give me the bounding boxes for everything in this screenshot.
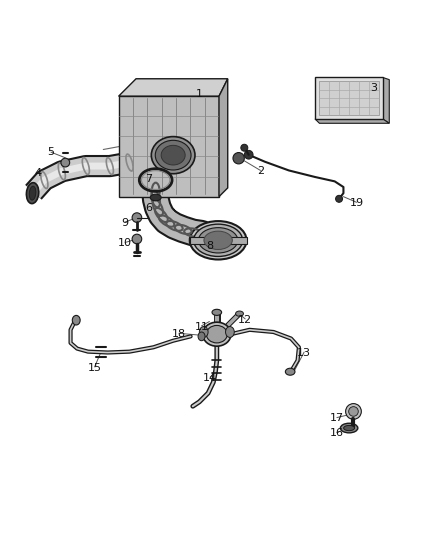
Ellipse shape	[161, 146, 185, 165]
Ellipse shape	[29, 186, 36, 200]
Circle shape	[132, 234, 142, 244]
Text: 10: 10	[118, 238, 132, 248]
Text: 6: 6	[146, 203, 152, 213]
Circle shape	[346, 403, 361, 419]
Text: 14: 14	[203, 373, 217, 383]
Circle shape	[336, 195, 343, 203]
Text: 5: 5	[47, 147, 54, 157]
Text: 7: 7	[145, 174, 153, 184]
Ellipse shape	[204, 231, 232, 249]
Bar	[315, 77, 383, 119]
Ellipse shape	[340, 423, 358, 433]
Circle shape	[349, 407, 358, 416]
Text: 18: 18	[172, 329, 186, 339]
Ellipse shape	[151, 136, 195, 174]
Text: 2: 2	[257, 166, 264, 176]
Ellipse shape	[198, 228, 238, 253]
Text: 8: 8	[207, 240, 214, 251]
Text: 1: 1	[196, 89, 203, 99]
Ellipse shape	[199, 327, 208, 337]
Ellipse shape	[155, 140, 191, 170]
Ellipse shape	[236, 311, 244, 316]
Text: 17: 17	[330, 414, 344, 423]
Text: 16: 16	[330, 429, 344, 438]
Ellipse shape	[344, 425, 355, 431]
Ellipse shape	[198, 332, 205, 341]
Polygon shape	[119, 96, 219, 197]
Ellipse shape	[190, 221, 247, 260]
Circle shape	[241, 144, 248, 151]
Circle shape	[61, 158, 70, 167]
Text: 15: 15	[88, 363, 102, 373]
Polygon shape	[383, 77, 389, 123]
Ellipse shape	[203, 322, 231, 346]
Text: 9: 9	[122, 218, 129, 228]
Ellipse shape	[72, 316, 80, 325]
Ellipse shape	[206, 326, 227, 343]
Ellipse shape	[150, 194, 161, 201]
Polygon shape	[119, 79, 228, 96]
Text: 4: 4	[34, 168, 41, 177]
Ellipse shape	[194, 224, 243, 256]
Ellipse shape	[226, 327, 234, 337]
Bar	[190, 237, 247, 244]
Bar	[318, 81, 379, 116]
Ellipse shape	[212, 309, 222, 316]
Text: 19: 19	[350, 198, 364, 208]
Ellipse shape	[286, 368, 295, 375]
Text: 11: 11	[194, 322, 208, 332]
Ellipse shape	[26, 183, 39, 204]
Polygon shape	[315, 119, 389, 123]
Text: 13: 13	[297, 348, 311, 358]
Circle shape	[233, 152, 244, 164]
Text: 12: 12	[238, 315, 252, 325]
Text: 3: 3	[371, 83, 378, 93]
Circle shape	[132, 213, 142, 222]
Polygon shape	[219, 79, 228, 197]
Circle shape	[244, 150, 253, 159]
